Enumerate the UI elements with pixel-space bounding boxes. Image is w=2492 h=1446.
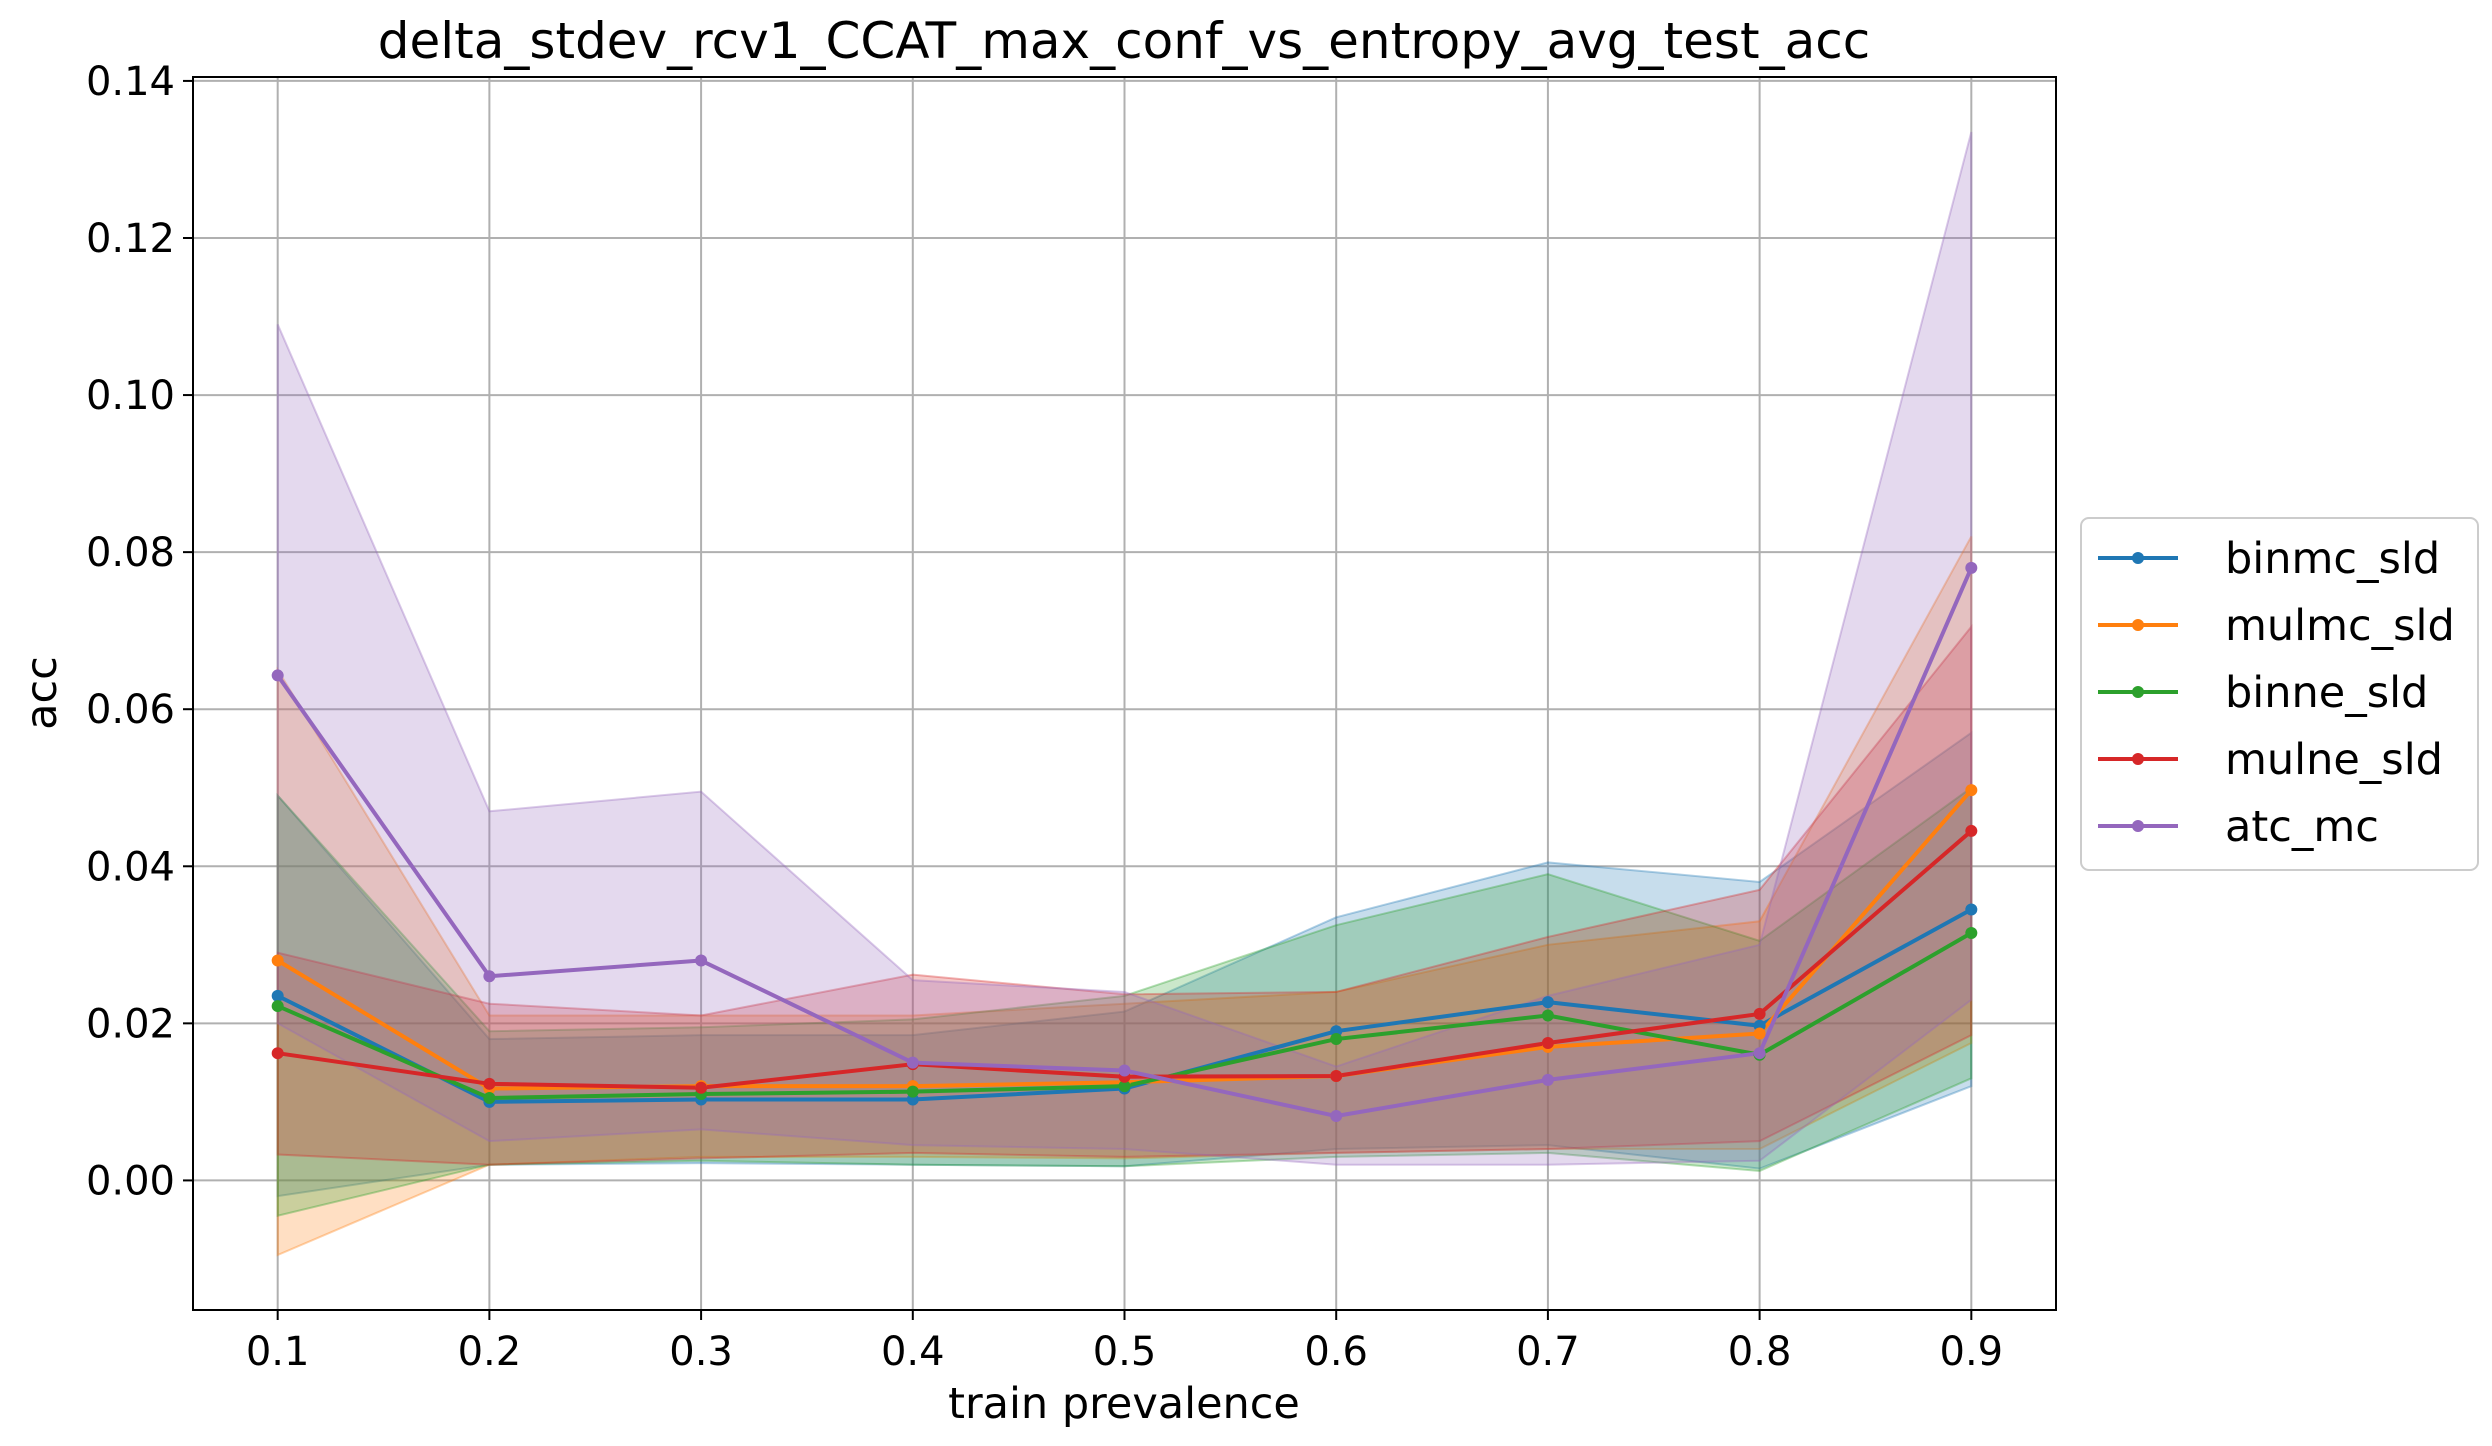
point-mulmc_sld <box>1753 1027 1766 1040</box>
point-atc_mc <box>1330 1110 1343 1123</box>
point-binne_sld <box>1541 1009 1554 1022</box>
point-atc_mc <box>906 1056 919 1069</box>
x-axis-label: train prevalence <box>948 1379 1300 1429</box>
x-tick-label: 0.8 <box>1728 1329 1792 1375</box>
point-binmc_sld <box>1965 903 1978 916</box>
x-tick-label: 0.1 <box>246 1329 310 1375</box>
point-atc_mc <box>271 669 284 682</box>
y-tick-label: 0.02 <box>86 1001 175 1047</box>
x-tick-label: 0.7 <box>1516 1329 1580 1375</box>
point-binne_sld <box>1965 927 1978 940</box>
grid <box>193 77 2056 1310</box>
legend-swatch-marker <box>2132 619 2144 631</box>
legend-label: binmc_sld <box>2225 534 2440 584</box>
point-binne_sld <box>1330 1033 1343 1046</box>
point-mulne_sld <box>1330 1069 1343 1082</box>
legend-label: mulne_sld <box>2225 735 2443 785</box>
legend-item-binne_sld: binne_sld <box>2098 668 2428 718</box>
point-atc_mc <box>483 970 496 983</box>
legend-label: atc_mc <box>2225 802 2379 852</box>
x-tick-label: 0.6 <box>1304 1329 1368 1375</box>
y-tick-label: 0.10 <box>86 373 175 419</box>
point-binne_sld <box>906 1085 919 1098</box>
point-atc_mc <box>1541 1073 1554 1086</box>
y-tick-label: 0.04 <box>86 844 175 890</box>
legend-swatch-marker <box>2132 686 2144 698</box>
y-tick-label: 0.14 <box>86 59 175 105</box>
x-tick-label: 0.9 <box>1940 1329 2004 1375</box>
legend-item-binmc_sld: binmc_sld <box>2098 534 2440 584</box>
y-tick-label: 0.12 <box>86 216 175 262</box>
y-tick-label: 0.08 <box>86 530 175 576</box>
x-tick-label: 0.3 <box>669 1329 733 1375</box>
x-tick-label: 0.5 <box>1093 1329 1157 1375</box>
point-binne_sld <box>1118 1080 1131 1093</box>
point-mulne_sld <box>483 1077 496 1090</box>
y-axis-ticks: 0.00 0.02 0.04 0.06 0.08 0.10 0.12 0.14 <box>86 59 193 1204</box>
point-mulne_sld <box>695 1081 708 1094</box>
chart-title: delta_stdev_rcv1_CCAT_max_conf_vs_entrop… <box>378 12 1870 70</box>
point-atc_mc <box>695 954 708 967</box>
y-tick-label: 0.00 <box>86 1158 175 1204</box>
point-binmc_sld <box>271 989 284 1002</box>
band-atc_mc <box>276 131 1973 1166</box>
legend-swatch-marker <box>2132 820 2144 832</box>
y-tick-label: 0.06 <box>86 687 175 733</box>
y-axis-label: acc <box>17 656 67 730</box>
point-atc_mc <box>1753 1047 1766 1060</box>
legend-box <box>2080 517 2479 871</box>
point-binne_sld <box>271 1000 284 1013</box>
point-atc_mc <box>1965 561 1978 574</box>
x-tick-label: 0.2 <box>458 1329 522 1375</box>
x-axis-ticks: 0.1 0.2 0.3 0.4 0.5 0.6 0.7 0.8 0.9 <box>246 1310 2003 1375</box>
point-binmc_sld <box>1541 996 1554 1009</box>
band-mulne_sld <box>276 623 1973 1166</box>
legend-item-mulmc_sld: mulmc_sld <box>2098 601 2455 651</box>
point-atc_mc <box>1118 1064 1131 1077</box>
point-mulmc_sld <box>271 954 284 967</box>
band-binne_sld <box>276 785 1973 1218</box>
legend-item-mulne_sld: mulne_sld <box>2098 735 2443 785</box>
legend-label: mulmc_sld <box>2225 601 2455 651</box>
legend-swatch-marker <box>2132 552 2144 564</box>
legend: binmc_sld mulmc_sld binne_sld mulne_sld atc_… <box>2080 517 2479 871</box>
point-binne_sld <box>483 1091 496 1104</box>
point-mulne_sld <box>1753 1007 1766 1020</box>
point-mulne_sld <box>1541 1036 1554 1049</box>
point-mulne_sld <box>271 1047 284 1060</box>
point-mulne_sld <box>1965 824 1978 837</box>
legend-item-atc_mc: atc_mc <box>2098 802 2379 852</box>
x-tick-label: 0.4 <box>881 1329 945 1375</box>
legend-label: binne_sld <box>2225 668 2428 718</box>
legend-swatch-marker <box>2132 753 2144 765</box>
series-points <box>271 561 1978 1123</box>
point-mulmc_sld <box>1965 784 1978 797</box>
